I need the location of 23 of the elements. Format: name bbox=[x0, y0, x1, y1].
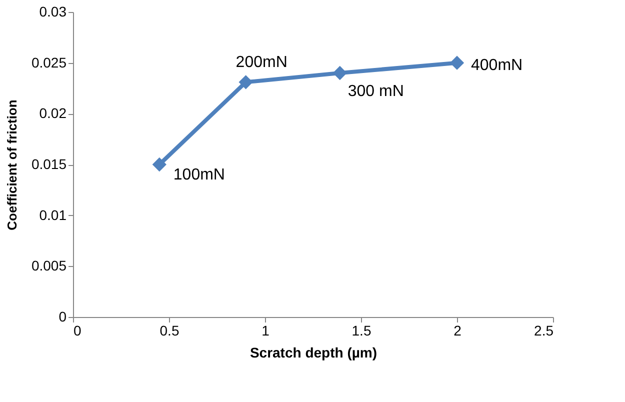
y-tick-label: 0.03 bbox=[39, 4, 67, 20]
point bbox=[332, 66, 347, 80]
x-tick-label: 0.5 bbox=[160, 322, 180, 338]
point bbox=[238, 75, 253, 90]
point bbox=[152, 157, 166, 172]
annotation: 400mN bbox=[471, 56, 523, 74]
annotation: 300 mN bbox=[348, 83, 404, 100]
y-tick-label: 0.005 bbox=[31, 258, 67, 274]
y-tick-label: 0.01 bbox=[39, 206, 67, 223]
x-tick-label: 1.5 bbox=[352, 322, 372, 338]
x-tick-label: 0 bbox=[74, 322, 82, 338]
y-tick-label: 0.02 bbox=[39, 105, 67, 122]
y-axis-title: Coefficient of friction bbox=[4, 100, 20, 230]
x-tick-label: 2.5 bbox=[534, 322, 554, 338]
y-tick-label: 0 bbox=[58, 308, 67, 324]
x-tick-label: 2 bbox=[454, 322, 462, 338]
point bbox=[450, 56, 464, 70]
x-tick-label: 1 bbox=[262, 322, 270, 338]
annotation: 100mN bbox=[173, 166, 225, 184]
annotation: 200mN bbox=[236, 54, 288, 72]
y-tick-label: 0.015 bbox=[31, 156, 67, 172]
y-tick-label: 0.025 bbox=[31, 54, 67, 70]
x-axis-title: Scratch depth (µm) bbox=[250, 344, 378, 360]
